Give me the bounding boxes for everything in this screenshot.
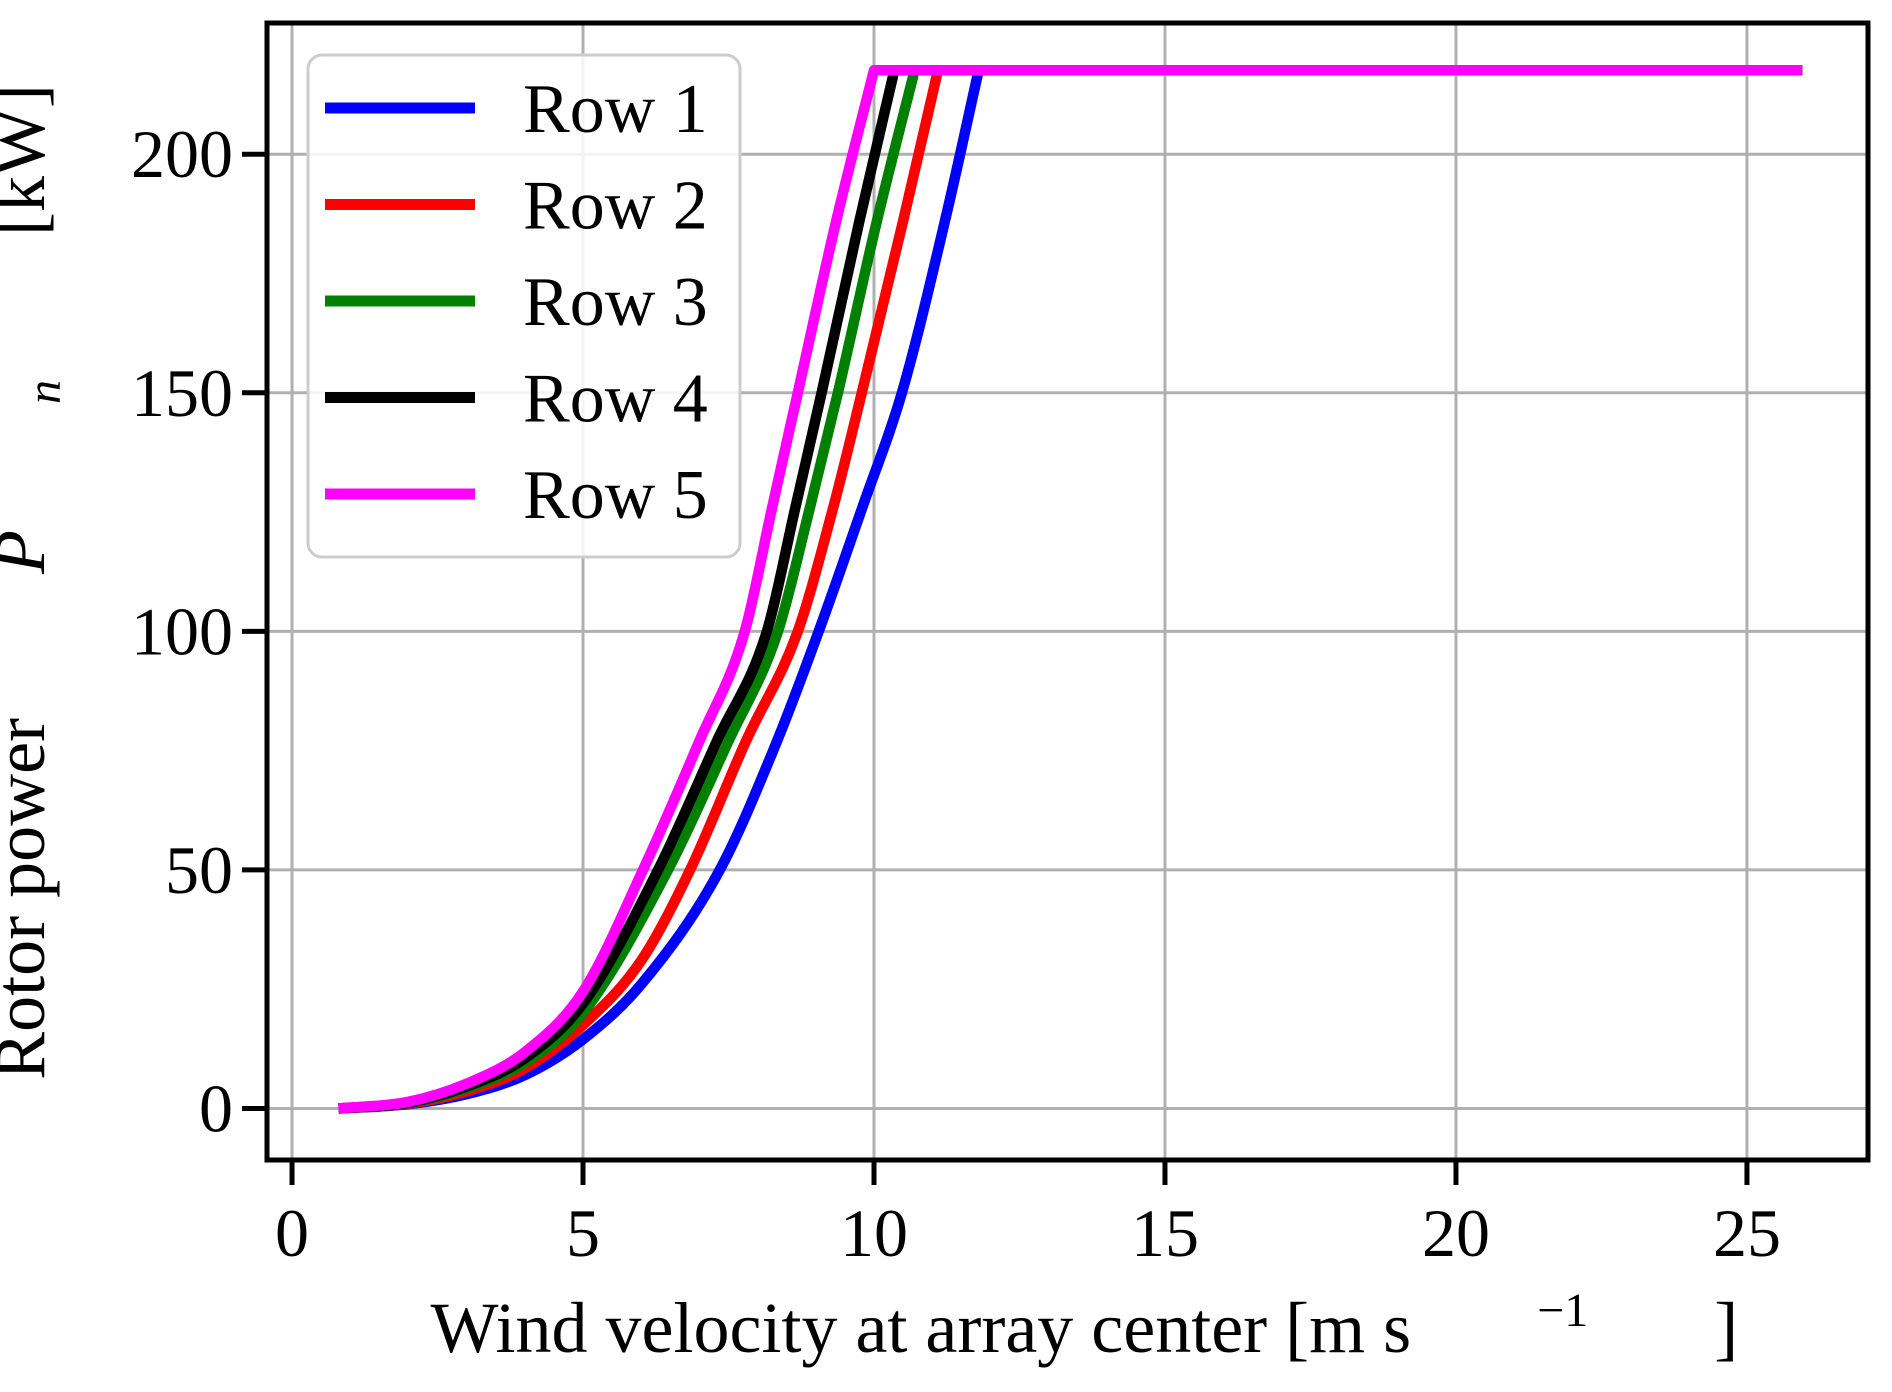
y-tick-label-150: 150 bbox=[131, 355, 233, 431]
y-axis-label-pre: Rotor power bbox=[0, 700, 60, 1080]
x-tick-label-25: 25 bbox=[1713, 1195, 1781, 1271]
ticks bbox=[242, 151, 1750, 1185]
y-tick-label-100: 100 bbox=[131, 593, 233, 669]
curve-row-5 bbox=[338, 64, 1803, 1114]
y-tick-label-0: 0 bbox=[199, 1070, 233, 1146]
legend-box bbox=[306, 53, 742, 559]
y-tick-label-50: 50 bbox=[165, 832, 233, 908]
y-tick-label-200: 200 bbox=[131, 116, 233, 192]
y-axis-label-subscript: n bbox=[18, 380, 71, 404]
x-tick-label-10: 10 bbox=[840, 1195, 908, 1271]
y-axis-label-post: [kW] bbox=[0, 84, 60, 254]
x-tick-label-15: 15 bbox=[1131, 1195, 1199, 1271]
x-axis-label-main: Wind velocity at array center [m s bbox=[430, 1288, 1411, 1368]
x-axis-label: Wind velocity at array center [m s −1 ] bbox=[306, 1262, 1828, 1368]
legend-label-row-3: Row 3 bbox=[523, 264, 708, 341]
x-axis-label-close: ] bbox=[1714, 1288, 1738, 1368]
x-tick-label-20: 20 bbox=[1422, 1195, 1490, 1271]
legend-label-row-2: Row 2 bbox=[523, 168, 708, 245]
x-tick-label-5: 5 bbox=[566, 1195, 600, 1271]
y-axis-label: Rotor power P n [kW] bbox=[0, 0, 76, 1206]
x-tick-label-0: 0 bbox=[275, 1195, 309, 1271]
legend: Row 1 Row 2 Row 3 Row 4 Row 5 bbox=[306, 53, 742, 559]
curves bbox=[338, 64, 1803, 1114]
legend-label-row-1: Row 1 bbox=[523, 71, 708, 148]
axes-frame bbox=[264, 20, 1871, 1163]
x-axis-label-superscript: −1 bbox=[1537, 1284, 1588, 1337]
legend-label-row-5: Row 5 bbox=[523, 457, 708, 534]
y-axis-label-var: P bbox=[0, 530, 60, 575]
tick-labels: 0 5 10 15 20 25 0 50 100 150 200 bbox=[131, 116, 1781, 1271]
legend-label-row-4: Row 4 bbox=[523, 361, 708, 438]
